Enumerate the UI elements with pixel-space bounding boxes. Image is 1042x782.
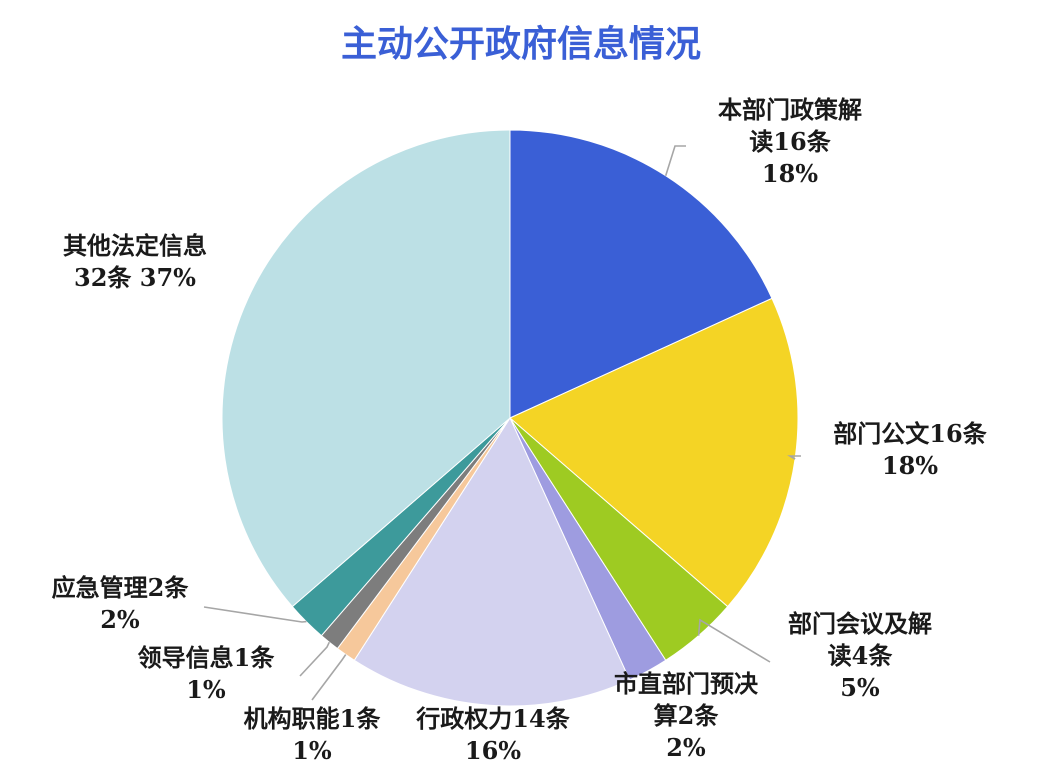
leader-line-0 <box>664 145 686 176</box>
slice-label-8: 其他法定信息 32条 37% <box>63 231 207 292</box>
leader-line-7 <box>203 606 307 623</box>
slice-label-line: 其他法定信息 <box>63 231 207 260</box>
slice-label-line: 行政权力14条 <box>415 704 570 733</box>
leader-line-1 <box>787 455 801 460</box>
slice-label-5: 机构职能1条 1% <box>244 704 382 765</box>
slice-label-line: 本部门政策解 <box>718 95 862 124</box>
pie-slice-8 <box>221 129 511 608</box>
slice-label-line: 部门公文16条 <box>833 419 987 448</box>
slice-label-line: 5% <box>840 673 880 702</box>
slice-label-line: 市直部门预决 <box>614 669 759 698</box>
slice-label-line: 读4条 <box>828 641 894 670</box>
slice-label-6: 领导信息1条 1% <box>138 643 276 704</box>
chart-title: 主动公开政府信息情况 <box>341 23 701 65</box>
slice-label-7: 应急管理2条 2% <box>52 573 190 634</box>
leader-line-6 <box>299 641 331 677</box>
slice-label-line: 1% <box>186 675 226 704</box>
slice-label-line: 18% <box>882 451 938 480</box>
slice-label-line: 读16条 <box>749 127 831 156</box>
slice-label-line: 18% <box>762 159 818 188</box>
slice-label-line: 2% <box>666 733 706 762</box>
pie-slice-0 <box>509 129 773 419</box>
pie-slice-4 <box>353 416 631 707</box>
slice-label-line: 领导信息1条 <box>138 643 276 672</box>
slice-label-1: 部门公文16条 18% <box>833 419 987 480</box>
slice-label-line: 2% <box>100 605 140 634</box>
slice-label-line: 1% <box>292 736 332 765</box>
leader-line-5 <box>311 654 347 701</box>
slice-label-line: 16% <box>465 736 521 765</box>
pie-slices <box>221 129 799 707</box>
slice-label-4: 行政权力14条 16% <box>415 704 570 765</box>
slice-label-line: 32条 37% <box>74 263 196 292</box>
leader-lines <box>203 145 801 701</box>
slice-label-0: 本部门政策解读16条 18% <box>718 95 862 188</box>
slice-label-3: 市直部门预决算2条 2% <box>614 669 759 762</box>
leader-line-2 <box>697 618 771 663</box>
slice-label-2: 部门会议及解读4条 5% <box>788 609 932 702</box>
slice-label-line: 机构职能1条 <box>244 704 382 733</box>
slice-label-line: 应急管理2条 <box>52 573 190 602</box>
slice-label-line: 部门会议及解 <box>788 609 932 638</box>
slice-labels: 本部门政策解读16条 18% 部门公文16条 18% 部门会议及解读4条 5% 市直部门预决… <box>52 95 988 765</box>
slice-label-line: 算2条 <box>654 701 720 730</box>
